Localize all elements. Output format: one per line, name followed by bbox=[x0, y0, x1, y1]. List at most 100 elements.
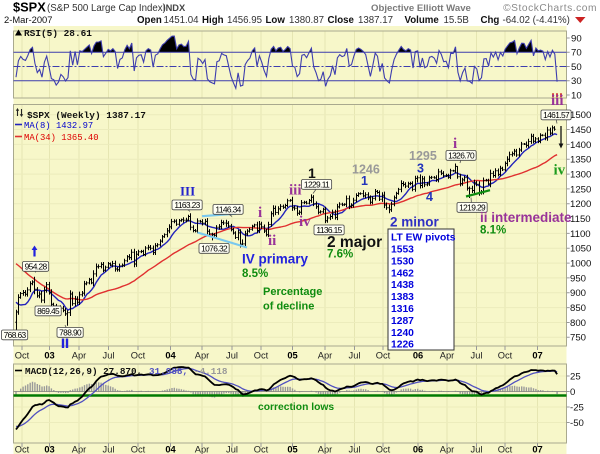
svg-text:90: 90 bbox=[571, 33, 582, 44]
svg-text:1163.23: 1163.23 bbox=[174, 200, 200, 210]
svg-text:1451.04: 1451.04 bbox=[164, 15, 200, 26]
svg-text:850: 850 bbox=[570, 303, 586, 314]
svg-text:768.63: 768.63 bbox=[4, 330, 27, 340]
svg-text:1226: 1226 bbox=[391, 340, 414, 351]
svg-text:Oct: Oct bbox=[376, 351, 391, 361]
svg-text:1456.95: 1456.95 bbox=[227, 15, 262, 26]
svg-text:1316: 1316 bbox=[391, 304, 414, 315]
svg-text:750: 750 bbox=[570, 333, 586, 344]
svg-text:2-Mar-2007: 2-Mar-2007 bbox=[4, 14, 52, 25]
svg-text:03: 03 bbox=[44, 445, 54, 454]
svg-text:-50: -50 bbox=[570, 418, 584, 429]
svg-text:Close: Close bbox=[328, 15, 355, 26]
svg-text:15.5B: 15.5B bbox=[444, 15, 469, 26]
svg-text:$SPX: $SPX bbox=[13, 0, 46, 15]
svg-text:1326.70: 1326.70 bbox=[448, 151, 475, 161]
svg-text:-4.118: -4.118 bbox=[194, 366, 228, 377]
svg-text:Low: Low bbox=[266, 15, 286, 26]
svg-text:1136.15: 1136.15 bbox=[316, 225, 342, 235]
svg-text:1146.34: 1146.34 bbox=[215, 205, 241, 215]
svg-text:iii: iii bbox=[289, 183, 302, 199]
svg-text:10: 10 bbox=[571, 90, 582, 101]
svg-text:07: 07 bbox=[532, 445, 542, 454]
svg-text:1438: 1438 bbox=[391, 280, 414, 291]
svg-text:869.45: 869.45 bbox=[37, 306, 60, 316]
svg-text:4: 4 bbox=[426, 190, 433, 204]
svg-text:1450: 1450 bbox=[570, 125, 591, 136]
svg-text:Apr: Apr bbox=[195, 351, 209, 361]
svg-text:1500: 1500 bbox=[570, 110, 591, 121]
svg-text:1000: 1000 bbox=[570, 259, 591, 270]
svg-text:Oct: Oct bbox=[498, 351, 513, 361]
svg-text:1530: 1530 bbox=[391, 256, 414, 267]
svg-text:2 major: 2 major bbox=[327, 234, 382, 251]
svg-text:Objective Elliott Wave: Objective Elliott Wave bbox=[371, 3, 471, 14]
svg-text:(S&P 500 Large Cap Index): (S&P 500 Large Cap Index) bbox=[47, 3, 166, 14]
svg-text:III: III bbox=[180, 184, 195, 199]
svg-text:1295: 1295 bbox=[409, 149, 437, 163]
svg-text:950: 950 bbox=[570, 273, 586, 284]
svg-text:05: 05 bbox=[287, 445, 297, 454]
svg-text:iii: iii bbox=[551, 93, 564, 109]
svg-text:04: 04 bbox=[165, 445, 176, 454]
svg-text:-25: -25 bbox=[570, 402, 584, 413]
svg-text:Apr: Apr bbox=[72, 445, 86, 454]
svg-text:1076.32: 1076.32 bbox=[201, 244, 228, 254]
svg-text:1383: 1383 bbox=[391, 292, 414, 303]
svg-text:MACD(12,26,9) 27.870,: MACD(12,26,9) 27.870, bbox=[25, 366, 142, 377]
svg-text:0: 0 bbox=[570, 387, 575, 398]
svg-text:06: 06 bbox=[413, 445, 423, 454]
svg-text:Apr: Apr bbox=[440, 351, 454, 361]
svg-text:ii: ii bbox=[268, 233, 276, 249]
svg-text:Percentage: Percentage bbox=[263, 286, 322, 298]
svg-text:1462: 1462 bbox=[391, 268, 414, 279]
svg-text:25: 25 bbox=[570, 371, 581, 382]
svg-text:Oct: Oct bbox=[254, 351, 269, 361]
svg-text:Chg: Chg bbox=[481, 15, 500, 26]
svg-text:1246: 1246 bbox=[352, 163, 380, 177]
svg-text:788.90: 788.90 bbox=[59, 328, 82, 338]
svg-text:1150: 1150 bbox=[570, 214, 591, 225]
svg-text:1100: 1100 bbox=[570, 229, 591, 240]
svg-text:iv: iv bbox=[554, 163, 566, 179]
svg-text:04: 04 bbox=[165, 351, 176, 361]
svg-text:INDX: INDX bbox=[163, 3, 186, 13]
svg-text:70: 70 bbox=[571, 48, 582, 59]
svg-text:8.5%: 8.5% bbox=[242, 268, 268, 280]
svg-text:iv: iv bbox=[299, 214, 311, 230]
svg-text:03: 03 bbox=[44, 351, 54, 361]
svg-text:Oct: Oct bbox=[15, 445, 30, 454]
svg-text:Oct: Oct bbox=[376, 445, 391, 454]
svg-text:Oct: Oct bbox=[131, 351, 146, 361]
svg-text:1400: 1400 bbox=[570, 140, 591, 151]
svg-text:Jul: Jul bbox=[471, 351, 483, 361]
svg-text:1387.17: 1387.17 bbox=[358, 15, 393, 26]
svg-text:Oct: Oct bbox=[131, 445, 146, 454]
svg-text:Apr: Apr bbox=[195, 445, 209, 454]
svg-text:1553: 1553 bbox=[391, 245, 414, 256]
svg-text:Oct: Oct bbox=[15, 351, 30, 361]
svg-text:Jul: Jul bbox=[226, 351, 238, 361]
svg-text:Jul: Jul bbox=[103, 351, 115, 361]
svg-text:of decline: of decline bbox=[263, 301, 314, 313]
svg-text:1229.11: 1229.11 bbox=[304, 180, 330, 190]
svg-text:Oct: Oct bbox=[254, 445, 269, 454]
svg-text:06: 06 bbox=[413, 351, 423, 361]
svg-text:Jul: Jul bbox=[226, 445, 238, 454]
svg-text:IV primary: IV primary bbox=[242, 252, 309, 267]
svg-text:Oct: Oct bbox=[498, 445, 513, 454]
svg-text:1461.57: 1461.57 bbox=[543, 110, 570, 120]
svg-text:ii intermediate: ii intermediate bbox=[480, 210, 572, 225]
svg-text:30: 30 bbox=[571, 76, 582, 87]
svg-text:800: 800 bbox=[570, 318, 586, 329]
svg-text:Jul: Jul bbox=[349, 445, 361, 454]
svg-text:i: i bbox=[258, 205, 262, 221]
svg-text:MA(8) 1432.97: MA(8) 1432.97 bbox=[24, 121, 93, 131]
svg-text:1300: 1300 bbox=[570, 170, 591, 181]
svg-text:High: High bbox=[202, 15, 224, 26]
svg-text:RSI(5) 28.61: RSI(5) 28.61 bbox=[24, 28, 92, 39]
svg-text:Volume: Volume bbox=[405, 15, 440, 26]
svg-text:31.988,: 31.988, bbox=[149, 366, 188, 377]
svg-text:7.6%: 7.6% bbox=[327, 249, 353, 261]
svg-text:correction lows: correction lows bbox=[258, 402, 334, 413]
